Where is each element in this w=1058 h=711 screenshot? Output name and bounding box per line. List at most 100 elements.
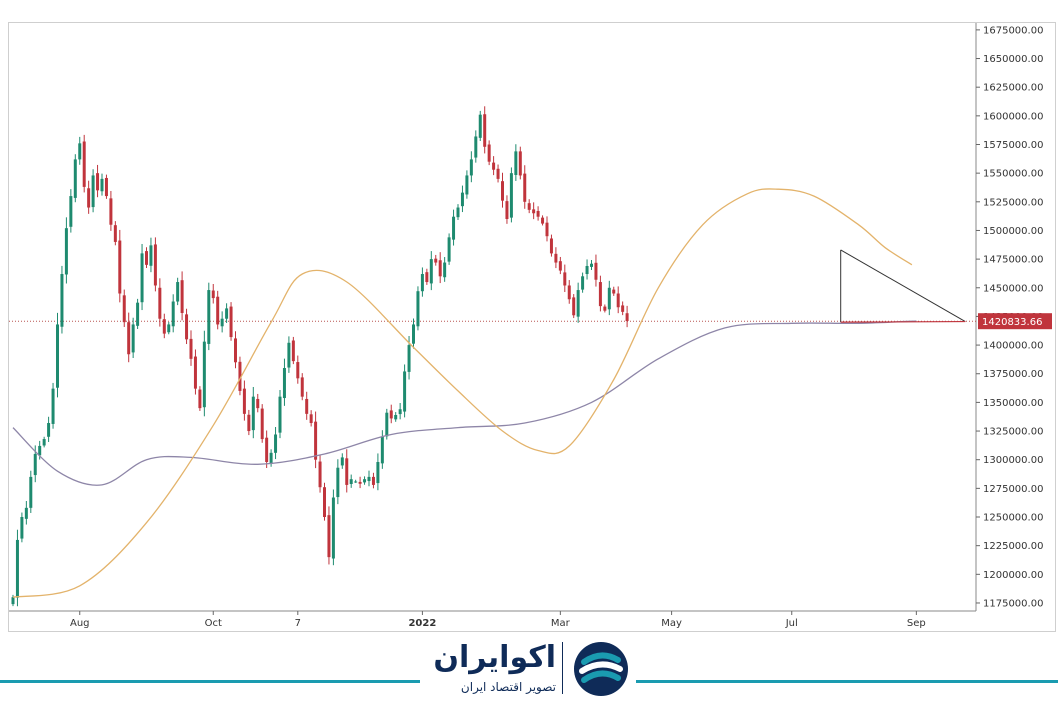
candle-body bbox=[474, 136, 478, 158]
candle-body bbox=[514, 151, 518, 175]
candle-body bbox=[29, 476, 33, 508]
candle-body bbox=[416, 291, 420, 327]
candle-body bbox=[443, 262, 447, 278]
candle-body bbox=[96, 173, 100, 191]
candle-body bbox=[434, 258, 438, 263]
candle-body bbox=[465, 175, 469, 195]
candle-body bbox=[127, 322, 131, 355]
candle-body bbox=[452, 216, 456, 240]
candle-body bbox=[327, 515, 331, 558]
candle-body bbox=[122, 295, 126, 323]
candle-body bbox=[207, 290, 211, 344]
candle-body bbox=[456, 207, 460, 218]
x-tick-label: Mar bbox=[551, 618, 571, 629]
chart-frame: 1675000.00 1650000.00 1625000.00 1600000.00… bbox=[8, 22, 1056, 632]
candle-body bbox=[251, 396, 255, 431]
y-tick-label: 1675000.00 bbox=[983, 25, 1043, 36]
candle-body bbox=[447, 237, 451, 262]
y-tick-label: 1475000.00 bbox=[983, 255, 1043, 266]
footer-left-line bbox=[0, 680, 420, 683]
y-tick-label: 1350000.00 bbox=[983, 398, 1043, 409]
candle-body bbox=[323, 487, 326, 518]
candle-body bbox=[87, 188, 91, 208]
candle-body bbox=[505, 201, 509, 219]
y-tick-label: 1450000.00 bbox=[983, 283, 1043, 294]
y-tick-label: 1250000.00 bbox=[983, 513, 1043, 524]
candle-body bbox=[140, 253, 144, 303]
candle-body bbox=[607, 287, 611, 310]
candle-body bbox=[171, 301, 175, 327]
triangle-lower-edge bbox=[840, 320, 966, 323]
y-tick-label: 1550000.00 bbox=[983, 169, 1043, 180]
x-tick-label: 7 bbox=[295, 618, 301, 629]
candle-body bbox=[91, 175, 95, 208]
candle-body bbox=[176, 282, 180, 302]
candle-body bbox=[118, 240, 122, 294]
candle-body bbox=[238, 361, 242, 391]
candle-body bbox=[469, 159, 473, 176]
candle-body bbox=[509, 173, 513, 218]
y-tick-label: 1575000.00 bbox=[983, 140, 1043, 151]
candle-body bbox=[136, 302, 140, 326]
candle-body bbox=[541, 217, 545, 224]
candle-body bbox=[296, 362, 300, 379]
candle-body bbox=[269, 452, 273, 464]
y-tick-label: 1200000.00 bbox=[983, 570, 1043, 581]
candle-body bbox=[349, 479, 353, 485]
y-tick-label: 1500000.00 bbox=[983, 226, 1043, 237]
candle-body bbox=[336, 467, 340, 498]
candle-body bbox=[69, 196, 73, 227]
candle-body bbox=[278, 396, 282, 433]
candle-body bbox=[389, 410, 393, 419]
candle-body bbox=[309, 414, 313, 424]
candle-body bbox=[429, 259, 433, 284]
footer-right-line bbox=[636, 680, 1058, 683]
last-price-badge bbox=[978, 313, 1052, 330]
candle-body bbox=[425, 272, 429, 283]
candle-body bbox=[220, 318, 224, 327]
candle-body bbox=[318, 461, 322, 488]
candle-body bbox=[202, 341, 206, 408]
candle-body bbox=[38, 445, 42, 456]
candle-body bbox=[189, 338, 193, 359]
candle-body bbox=[496, 168, 500, 179]
candle-body bbox=[558, 261, 562, 271]
candle-body bbox=[576, 290, 580, 317]
candle-body bbox=[585, 265, 589, 275]
brand-name: اکوایران bbox=[433, 640, 556, 675]
y-tick-label: 1225000.00 bbox=[983, 541, 1043, 552]
candle-body bbox=[549, 238, 553, 254]
x-tick-label: Sep bbox=[907, 618, 926, 629]
candle-body bbox=[300, 377, 304, 397]
candle-body bbox=[594, 262, 598, 280]
candle-body bbox=[354, 481, 358, 483]
candle-body bbox=[229, 306, 233, 338]
x-tick-label: Oct bbox=[205, 618, 222, 629]
candle-body bbox=[492, 162, 496, 170]
candle-body bbox=[563, 272, 567, 286]
y-tick-label: 1175000.00 bbox=[983, 598, 1043, 609]
candle-body bbox=[82, 141, 86, 187]
candle-body bbox=[291, 340, 295, 362]
candle-body bbox=[149, 245, 153, 266]
candle-body bbox=[42, 439, 46, 446]
candle-body bbox=[314, 421, 318, 460]
candle-body bbox=[581, 276, 585, 290]
candle-body bbox=[20, 517, 24, 539]
candle-body bbox=[225, 308, 229, 319]
candle-body bbox=[15, 539, 19, 598]
candle-body bbox=[598, 282, 602, 307]
candle-body bbox=[287, 342, 291, 368]
candle-body bbox=[60, 274, 64, 327]
candle-body bbox=[211, 290, 215, 299]
candle-body bbox=[256, 398, 260, 409]
ma-slow-line bbox=[12, 320, 917, 486]
candle-body bbox=[131, 324, 135, 353]
candle-body bbox=[193, 356, 197, 389]
candle-body bbox=[158, 287, 162, 319]
y-tick-label: 1600000.00 bbox=[983, 111, 1043, 122]
candle-body bbox=[407, 345, 411, 372]
candle-body bbox=[153, 244, 157, 286]
candle-body bbox=[234, 338, 237, 363]
last-price-label: 1420833.66 bbox=[982, 317, 1042, 328]
